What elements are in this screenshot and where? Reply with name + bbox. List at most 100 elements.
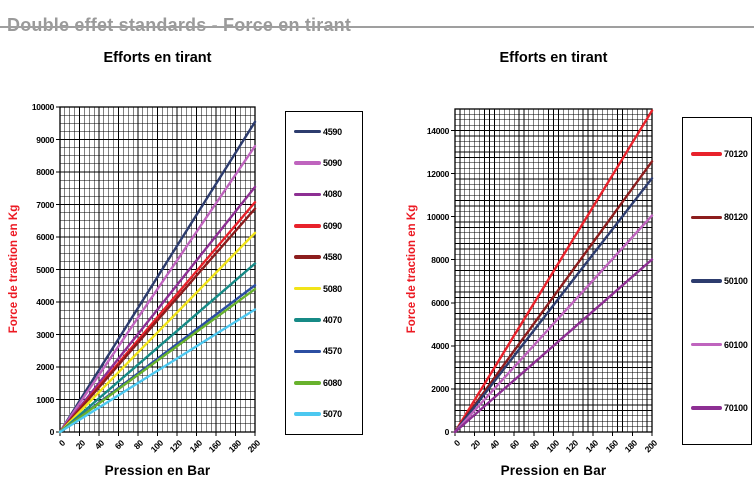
x-tick-label: 80	[131, 438, 146, 452]
legend-item-4580: 4580	[294, 252, 360, 262]
y-tick-label: 9000	[36, 134, 54, 145]
x-tick-label: 160	[603, 438, 620, 455]
legend-swatch	[691, 406, 722, 410]
x-axis-title: Pression en Bar	[500, 463, 607, 478]
legend-label: 6090	[323, 220, 342, 231]
series-line-70120	[453, 109, 654, 434]
y-tick-label: 0	[444, 427, 450, 437]
y-tick-label: 3000	[36, 329, 54, 340]
x-tick-label: 60	[112, 438, 126, 452]
y-tick-label: 6000	[36, 232, 54, 242]
x-tick-label: 0	[451, 438, 463, 449]
x-tick-label: 160	[206, 438, 224, 455]
legend-swatch	[294, 286, 321, 291]
y-tick-label: 5000	[36, 264, 54, 275]
plot-area: 0 1000 2000 3000 4000 5000 6000 7000 8000 9000 100…	[32, 102, 262, 454]
x-tick-label: 100	[544, 438, 561, 455]
x-tick-label: 200	[245, 438, 263, 455]
legend-label: 50100	[724, 275, 748, 286]
legend-label: 6080	[323, 377, 342, 388]
legend-item-5070: 5070	[294, 409, 360, 419]
legend-item-6090: 6090	[294, 221, 360, 231]
page-title: Double effet standards - Force en tirant	[7, 15, 351, 36]
series-line-70100	[453, 258, 654, 434]
legend-swatch	[294, 381, 321, 385]
legend-item-50100: 50100	[691, 276, 749, 286]
legend-swatch	[294, 318, 321, 322]
legend-swatch	[691, 279, 722, 283]
legend-swatch	[294, 412, 321, 416]
plot-grid-and-series	[56, 106, 257, 436]
y-tick-label: 2000	[431, 383, 449, 394]
legend-item-5080: 5080	[294, 284, 360, 294]
y-tick-label: 14000	[426, 125, 449, 136]
legend: 70120 80120 50100 60100 70100	[682, 117, 752, 445]
legend-label: 70120	[724, 148, 748, 159]
legend-swatch	[691, 215, 722, 220]
series-line-6080	[58, 287, 257, 434]
x-tick-label: 40	[92, 438, 107, 452]
y-tick-label: 2000	[36, 362, 54, 372]
legend-swatch	[294, 129, 321, 134]
legend-item-70100: 70100	[691, 403, 749, 413]
x-tick-label: 180	[622, 438, 640, 455]
legend-swatch	[691, 152, 722, 156]
x-tick-label: 60	[507, 438, 522, 452]
y-tick-label: 4000	[431, 340, 449, 351]
y-tick-label: 0	[49, 427, 55, 437]
legend-label: 4570	[323, 346, 342, 357]
y-tick-label: 6000	[431, 297, 449, 308]
x-tick-label: 180	[226, 438, 243, 455]
x-tick-label: 100	[148, 438, 165, 455]
plot-area: 0 2000 4000 6000 8000 10000 12000 14000 0 20 40 60 8…	[427, 108, 659, 454]
series-line-50100	[453, 177, 654, 434]
legend-label: 5070	[323, 409, 342, 420]
x-tick-label: 140	[583, 438, 600, 455]
x-tick-label: 140	[187, 438, 204, 455]
legend: 4590 5090 4080 6090 4580 5080 4070 4570 6080 5070	[285, 111, 363, 435]
header-divider	[0, 26, 754, 28]
y-axis-title: Force de traction en Kg	[406, 204, 418, 334]
series-line-5070	[58, 308, 257, 434]
legend-item-70120: 70120	[691, 149, 749, 159]
y-tick-label: 10000	[426, 211, 449, 222]
x-tick-label: 0	[56, 438, 68, 449]
legend-swatch	[294, 224, 321, 228]
legend-item-5090: 5090	[294, 158, 360, 168]
x-tick-label: 120	[563, 438, 581, 455]
x-tick-label: 200	[642, 438, 660, 455]
x-tick-label: 80	[527, 438, 541, 452]
legend-item-6080: 6080	[294, 378, 360, 388]
x-tick-label: 120	[167, 438, 185, 455]
legend-label: 5090	[323, 158, 342, 169]
series-line-4590	[58, 120, 257, 434]
series-line-80120	[453, 160, 654, 434]
legend-swatch	[294, 192, 321, 197]
y-tick-label: 8000	[36, 167, 54, 177]
legend-item-4570: 4570	[294, 346, 360, 356]
series-line-4580	[58, 207, 257, 434]
x-tick-label: 20	[73, 438, 87, 452]
legend-label: 4070	[323, 315, 342, 326]
legend-item-4070: 4070	[294, 315, 360, 325]
x-tick-label: 40	[488, 438, 502, 452]
legend-label: 4590	[323, 126, 342, 137]
y-tick-label: 12000	[426, 168, 449, 179]
series-line-60100	[453, 214, 654, 434]
x-axis-title: Pression en Bar	[104, 463, 211, 478]
legend-label: 70100	[724, 403, 748, 414]
legend-label: 80120	[724, 212, 748, 223]
y-tick-label: 7000	[36, 199, 54, 210]
series-line-4070	[58, 262, 257, 434]
legend-swatch	[294, 349, 321, 354]
x-tick-label: 20	[468, 438, 482, 452]
legend-label: 4580	[323, 252, 342, 263]
y-tick-label: 4000	[36, 297, 54, 307]
legend-label: 5080	[323, 283, 342, 294]
series-line-5080	[58, 231, 257, 434]
y-tick-label: 1000	[36, 394, 54, 405]
legend-item-80120: 80120	[691, 212, 749, 222]
legend-swatch	[294, 255, 321, 260]
legend-swatch	[691, 342, 722, 347]
